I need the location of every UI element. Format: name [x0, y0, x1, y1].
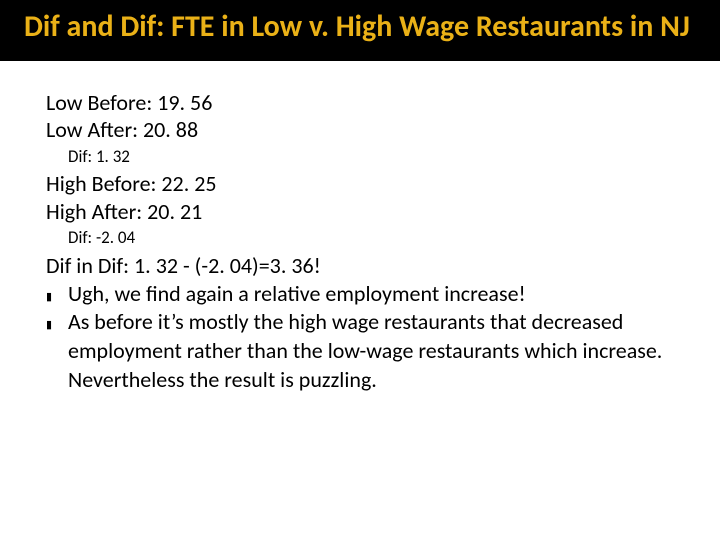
title-band: Dif and Dif: FTE in Low v. High Wage Res… — [0, 0, 720, 61]
slide-body: Low Before: 19. 56 Low After: 20. 88 Dif… — [0, 61, 720, 395]
line-dif-2: Dif: -2. 04 — [46, 227, 674, 250]
bullet-marker-icon: ▮ — [46, 308, 68, 394]
slide-title: Dif and Dif: FTE in Low v. High Wage Res… — [24, 10, 696, 45]
line-high-before: High Before: 22. 25 — [46, 170, 674, 198]
bullet-text-1: Ugh, we find again a relative employment… — [68, 280, 674, 309]
bullet-marker-icon: ▮ — [46, 280, 68, 309]
bullet-text-2: As before it’s mostly the high wage rest… — [68, 308, 674, 394]
bullet-item-1: ▮ Ugh, we find again a relative employme… — [46, 280, 674, 309]
line-low-after: Low After: 20. 88 — [46, 116, 674, 144]
line-low-before: Low Before: 19. 56 — [46, 89, 674, 117]
line-dif-in-dif: Dif in Dif: 1. 32 - (-2. 04)=3. 36! — [46, 252, 674, 280]
bullet-item-2: ▮ As before it’s mostly the high wage re… — [46, 308, 674, 394]
line-high-after: High After: 20. 21 — [46, 198, 674, 226]
line-dif-1: Dif: 1. 32 — [46, 146, 674, 169]
